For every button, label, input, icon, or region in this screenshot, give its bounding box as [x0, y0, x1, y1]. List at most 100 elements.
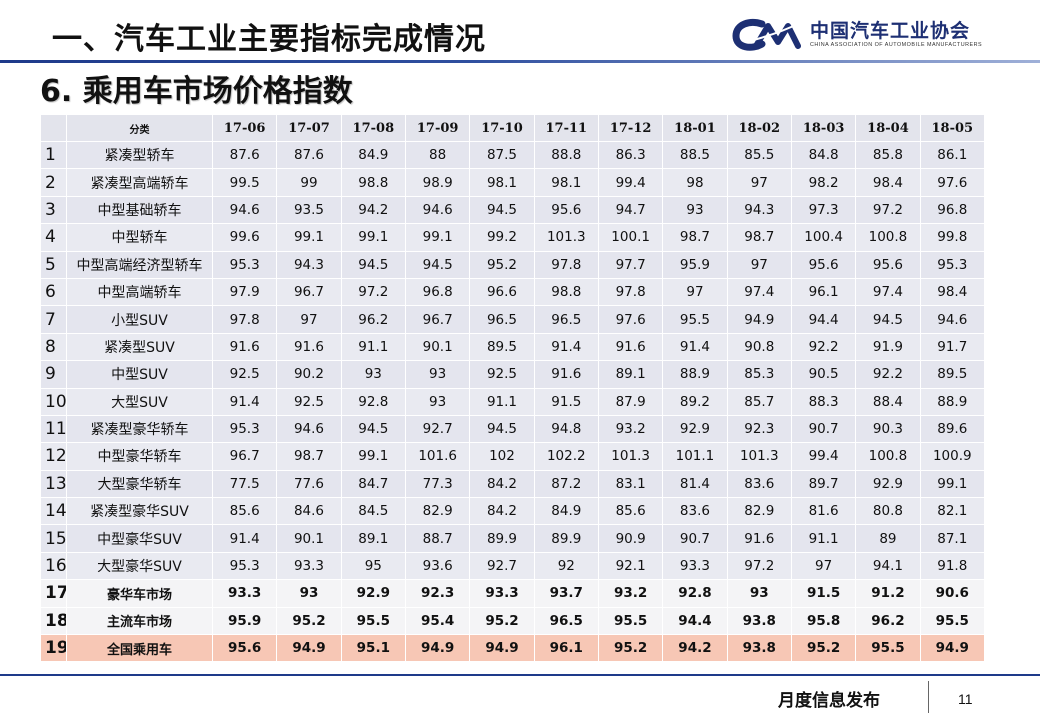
index-value-cell: 98 [662, 168, 728, 197]
table-row: 9 中型SUV 92.5 90.2 93 93 92.5 91.6 89.1 88.9 85.3 90… [40, 360, 985, 389]
index-value-cell: 94.9 [469, 634, 535, 663]
index-value-cell: 92.1 [597, 551, 664, 581]
index-value-cell: 95.3 [211, 250, 278, 279]
index-value-cell: 84.2 [469, 469, 535, 499]
table-row: 1 紧凑型轿车 87.6 87.6 84.9 88 87.5 88.8 86.3 88.5 85.5… [40, 140, 985, 170]
index-value-cell: 93.2 [597, 579, 664, 608]
index-value-cell: 99.2 [469, 223, 535, 252]
header-month: 17-11 [533, 114, 599, 142]
index-value-cell: 97.2 [726, 551, 792, 581]
index-value-cell: 94.5 [340, 414, 406, 444]
header-month: 18-03 [790, 114, 857, 142]
index-value-cell: 93.3 [211, 579, 278, 608]
index-value-cell: 89.6 [919, 414, 985, 444]
index-value-cell: 89.5 [919, 360, 985, 389]
index-value-cell: 94.5 [340, 250, 406, 279]
index-value-cell: 98.8 [533, 277, 599, 307]
index-value-cell: 88.8 [533, 140, 599, 170]
index-value-cell: 95.5 [919, 606, 985, 636]
index-value-cell: 97 [790, 551, 857, 581]
index-value-cell: 91.7 [919, 332, 985, 362]
table-row: 5 中型高端经济型轿车 95.3 94.3 94.5 94.5 95.2 97.8 97.7 95… [40, 250, 985, 279]
index-value-cell: 82.9 [726, 497, 792, 526]
index-value-cell: 83.6 [726, 469, 792, 499]
table-row: 16 大型豪华SUV 95.3 93.3 95 93.6 92.7 92 92.1 93.3 97.… [40, 551, 985, 581]
index-value-cell: 95.6 [855, 250, 921, 279]
index-value-cell: 94.6 [919, 305, 985, 334]
index-value-cell: 97.6 [919, 168, 985, 197]
index-value-cell: 94.5 [404, 250, 471, 279]
index-value-cell: 91.4 [211, 387, 278, 416]
row-category: 紧凑型SUV [66, 332, 213, 362]
index-value-cell: 93.7 [533, 579, 599, 608]
index-value-cell: 98.7 [662, 223, 728, 252]
row-category: 紧凑型豪华SUV [66, 497, 213, 526]
index-value-cell: 93 [276, 579, 342, 608]
index-value-cell: 90.6 [919, 579, 985, 608]
table-row: 18 主流车市场 95.9 95.2 95.5 95.4 95.2 96.5 95.5 94.4 9… [40, 606, 985, 636]
index-value-cell: 97.4 [726, 277, 792, 307]
index-value-cell: 102.2 [533, 442, 599, 471]
header-month: 17-08 [340, 114, 406, 142]
index-value-cell: 81.4 [662, 469, 728, 499]
index-value-cell: 94.7 [597, 195, 664, 225]
index-value-cell: 92.8 [340, 387, 406, 416]
index-value-cell: 92.5 [469, 360, 535, 389]
index-value-cell: 90.9 [597, 524, 664, 553]
index-value-cell: 94.4 [790, 305, 857, 334]
index-value-cell: 88.4 [855, 387, 921, 416]
index-value-cell: 94.5 [469, 195, 535, 225]
index-value-cell: 94.9 [404, 634, 471, 663]
table-row: 11 紧凑型豪华轿车 95.3 94.6 94.5 92.7 94.5 94.8 93.2 92.… [40, 414, 985, 444]
row-number: 8 [40, 332, 67, 362]
index-value-cell: 94.1 [855, 551, 921, 581]
index-value-cell: 89.1 [340, 524, 406, 553]
index-value-cell: 94.5 [469, 414, 535, 444]
index-value-cell: 97.6 [597, 305, 664, 334]
index-value-cell: 90.8 [726, 332, 792, 362]
index-value-cell: 92.9 [340, 579, 406, 608]
index-value-cell: 89.9 [533, 524, 599, 553]
page-number: 11 [958, 691, 973, 707]
index-value-cell: 90.1 [404, 332, 471, 362]
table-body: 1 紧凑型轿车 87.6 87.6 84.9 88 87.5 88.8 86.3 88.5 85.5… [40, 140, 985, 663]
index-value-cell: 101.3 [726, 442, 792, 471]
index-value-cell: 94.6 [211, 195, 278, 225]
index-value-cell: 93.3 [276, 551, 342, 581]
price-index-table: 分类 17-06 17-07 17-08 17-09 17-10 17-11 1… [40, 114, 985, 663]
index-value-cell: 80.8 [855, 497, 921, 526]
index-value-cell: 102 [469, 442, 535, 471]
index-value-cell: 98.8 [340, 168, 406, 197]
header-month: 17-06 [211, 114, 278, 142]
index-value-cell: 97.7 [597, 250, 664, 279]
index-value-cell: 95.2 [597, 634, 664, 663]
index-value-cell: 92.5 [211, 360, 278, 389]
header-divider [0, 60, 1040, 63]
index-value-cell: 84.5 [340, 497, 406, 526]
index-value-cell: 94.9 [919, 634, 985, 663]
index-value-cell: 84.2 [469, 497, 535, 526]
caam-logo: 中国汽车工业协会 CHINA ASSOCIATION OF AUTOMOBILE… [732, 16, 1032, 56]
table-row: 6 中型高端轿车 97.9 96.7 97.2 96.8 96.6 98.8 97.8 97 97.… [40, 277, 985, 307]
index-value-cell: 95.2 [469, 606, 535, 636]
index-value-cell: 85.5 [726, 140, 792, 170]
index-value-cell: 93 [726, 579, 792, 608]
index-value-cell: 87.5 [469, 140, 535, 170]
index-value-cell: 90.3 [855, 414, 921, 444]
index-value-cell: 97 [726, 250, 792, 279]
index-value-cell: 98.4 [919, 277, 985, 307]
footer-label: 月度信息发布 [778, 691, 880, 711]
header-month: 18-01 [662, 114, 728, 142]
index-value-cell: 92.7 [469, 551, 535, 581]
index-value-cell: 88.5 [662, 140, 728, 170]
index-value-cell: 93 [404, 387, 471, 416]
index-value-cell: 93.3 [662, 551, 728, 581]
index-value-cell: 93.3 [469, 579, 535, 608]
header-month: 18-05 [919, 114, 985, 142]
row-number: 16 [40, 551, 67, 581]
index-value-cell: 90.2 [276, 360, 342, 389]
index-value-cell: 94.8 [533, 414, 599, 444]
index-value-cell: 97.8 [211, 305, 278, 334]
index-value-cell: 91.1 [790, 524, 857, 553]
index-value-cell: 88.3 [790, 387, 857, 416]
